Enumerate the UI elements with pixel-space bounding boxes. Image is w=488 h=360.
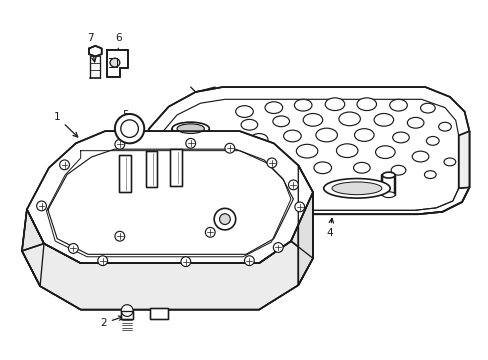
Ellipse shape — [323, 179, 389, 198]
Circle shape — [294, 202, 304, 212]
Ellipse shape — [373, 113, 393, 126]
Ellipse shape — [424, 171, 435, 179]
Ellipse shape — [375, 146, 394, 158]
Text: 7: 7 — [87, 33, 96, 62]
Ellipse shape — [438, 122, 450, 131]
Ellipse shape — [353, 162, 369, 173]
Ellipse shape — [382, 172, 394, 178]
Circle shape — [244, 256, 254, 266]
Circle shape — [115, 231, 124, 241]
Ellipse shape — [392, 132, 408, 143]
Circle shape — [37, 201, 46, 211]
Ellipse shape — [250, 134, 267, 145]
Ellipse shape — [172, 122, 209, 135]
Circle shape — [219, 214, 230, 225]
Polygon shape — [121, 311, 133, 319]
Ellipse shape — [331, 182, 381, 195]
Ellipse shape — [407, 117, 423, 128]
Ellipse shape — [336, 144, 357, 158]
Polygon shape — [145, 151, 157, 187]
Polygon shape — [119, 154, 130, 192]
Ellipse shape — [262, 148, 280, 160]
Ellipse shape — [313, 162, 331, 174]
Circle shape — [288, 180, 298, 190]
Polygon shape — [27, 131, 312, 263]
Ellipse shape — [283, 130, 301, 142]
Ellipse shape — [214, 167, 224, 172]
Ellipse shape — [235, 106, 253, 117]
Ellipse shape — [110, 58, 120, 67]
Circle shape — [121, 120, 138, 138]
Ellipse shape — [280, 164, 296, 175]
Circle shape — [115, 114, 144, 143]
Ellipse shape — [338, 112, 360, 126]
Circle shape — [60, 160, 69, 170]
Ellipse shape — [264, 102, 282, 113]
Polygon shape — [170, 149, 182, 186]
Ellipse shape — [177, 124, 204, 134]
Ellipse shape — [303, 113, 322, 126]
Ellipse shape — [241, 120, 257, 130]
Polygon shape — [150, 308, 167, 319]
Ellipse shape — [214, 186, 224, 191]
Text: 6: 6 — [115, 33, 122, 58]
Circle shape — [214, 208, 235, 230]
Circle shape — [98, 256, 107, 266]
Text: 2: 2 — [100, 316, 123, 328]
Ellipse shape — [426, 136, 438, 145]
Polygon shape — [89, 46, 102, 57]
Circle shape — [224, 143, 234, 153]
Ellipse shape — [315, 128, 337, 142]
Circle shape — [205, 228, 215, 237]
Polygon shape — [22, 241, 312, 310]
Text: 4: 4 — [326, 219, 333, 238]
Circle shape — [68, 244, 78, 253]
Circle shape — [181, 257, 190, 266]
Text: 3: 3 — [190, 211, 211, 221]
Ellipse shape — [389, 99, 407, 111]
Ellipse shape — [411, 151, 428, 162]
Ellipse shape — [325, 98, 344, 111]
Circle shape — [185, 139, 195, 148]
Polygon shape — [106, 50, 128, 77]
Ellipse shape — [382, 192, 394, 198]
Ellipse shape — [443, 158, 455, 166]
Polygon shape — [458, 131, 468, 188]
Ellipse shape — [420, 103, 434, 113]
Text: 5: 5 — [122, 111, 130, 139]
Ellipse shape — [356, 98, 376, 111]
Ellipse shape — [390, 165, 405, 175]
Ellipse shape — [294, 99, 311, 111]
Polygon shape — [22, 192, 312, 310]
Ellipse shape — [172, 152, 209, 165]
Ellipse shape — [354, 129, 373, 141]
Circle shape — [266, 158, 276, 168]
Polygon shape — [22, 210, 44, 286]
Text: 1: 1 — [54, 112, 78, 137]
Polygon shape — [139, 87, 468, 214]
Circle shape — [115, 139, 124, 149]
Ellipse shape — [296, 144, 317, 158]
Polygon shape — [298, 165, 312, 285]
Circle shape — [273, 243, 283, 252]
Circle shape — [121, 305, 133, 316]
Ellipse shape — [272, 116, 289, 127]
